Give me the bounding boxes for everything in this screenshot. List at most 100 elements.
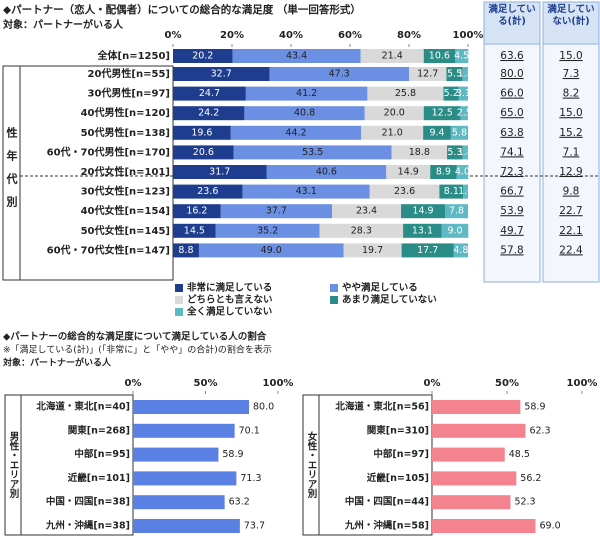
bar-segment (173, 86, 246, 101)
value-label: 32.7 (211, 69, 232, 80)
bar-segment (173, 106, 245, 121)
value-label: 21.4 (382, 51, 403, 62)
summary-value: 7.3 (563, 68, 580, 80)
value-label: 23.6 (394, 186, 415, 197)
value-label: 23.6 (197, 186, 218, 197)
category-frame (302, 394, 433, 536)
category-label: 40代女性[n=154] (81, 204, 170, 217)
bar-segment (401, 204, 445, 219)
summary-value: 65.0 (500, 107, 523, 119)
summary-header-label: 満足している(計) (488, 4, 536, 27)
bar (133, 495, 225, 510)
bar-segment (443, 86, 459, 101)
value-label: 1.8 (458, 147, 473, 158)
summary-header (483, 1, 541, 45)
value-label: 4.5 (454, 51, 469, 62)
value-label: 17.7 (417, 245, 438, 256)
category-label: 全体[n=1250] (97, 49, 170, 62)
bar-segment (220, 204, 333, 219)
category-label: 北海道・東北[n=56] (335, 401, 429, 413)
x-tick-label: 100% (453, 30, 484, 41)
value-label: 3.1 (456, 88, 471, 99)
value-label: 7.8 (449, 206, 464, 217)
group-label: 性年代別 (5, 126, 19, 219)
section-title: ◆パートナーの総合的な満足度について満足している人の割合 (3, 331, 267, 343)
value-label: 24.2 (198, 108, 219, 119)
value-label: 1.6 (458, 186, 473, 197)
section-subtitle: 対象：パートナーがいる人 (2, 357, 112, 369)
value-label: 52.3 (514, 497, 535, 508)
value-label: 20.2 (192, 51, 213, 62)
value-label: 35.2 (257, 225, 278, 236)
summary-value: 8.2 (563, 88, 580, 100)
value-label: 9.0 (447, 225, 462, 236)
legend-label: やや満足している (342, 282, 418, 294)
bar-segment (439, 184, 464, 199)
value-label: 8.8 (178, 245, 193, 256)
value-label: 43.4 (286, 51, 307, 62)
category-label: 近畿[n=101] (68, 472, 130, 484)
category-label: 60代・70代女性[n=147] (47, 243, 170, 256)
bar-segment (343, 243, 402, 258)
category-label: 20代女性[n=101] (81, 165, 170, 178)
value-label: 12.5 (432, 108, 453, 119)
summary-value: 49.7 (500, 225, 523, 237)
summary-value: 22.7 (559, 205, 582, 217)
value-label: 5.2 (444, 88, 459, 99)
legend-swatch (330, 284, 338, 292)
value-label: 8.9 (436, 167, 451, 178)
bar (432, 400, 521, 414)
summary-value: 22.4 (559, 244, 583, 256)
value-label: 71.3 (240, 473, 261, 484)
bar-segment (198, 243, 344, 258)
x-tick-label: 60% (338, 30, 362, 41)
summary-value: 66.7 (500, 186, 523, 198)
bar-segment (401, 243, 454, 258)
value-label: 24.7 (199, 88, 220, 99)
summary-header-label: 満足していない(計) (547, 4, 595, 27)
legend-swatch (175, 296, 183, 304)
value-label: 19.7 (362, 245, 383, 256)
bar-segment (423, 125, 451, 140)
bar-segment (266, 165, 387, 179)
value-label: 23.4 (356, 206, 377, 217)
category-label: 中部[n=97] (373, 448, 429, 460)
value-label: 16.2 (186, 206, 207, 217)
value-label: 18.8 (409, 147, 430, 158)
bar-segment (173, 67, 270, 81)
legend-swatch (175, 284, 183, 292)
bar-segment (244, 106, 365, 121)
bar-segment (462, 145, 468, 160)
category-label: 北海道・東北[n=40] (36, 401, 130, 413)
category-label: 九州・沖縄[n=58] (344, 520, 429, 532)
bar-segment (332, 204, 402, 219)
value-label: 70.1 (239, 425, 260, 436)
bar (133, 423, 235, 438)
summary-value: 9.8 (563, 186, 580, 198)
category-label: 近畿[n=105] (367, 472, 429, 484)
x-tick-label: 100% (567, 378, 598, 389)
category-label: 30代女性[n=123] (81, 185, 170, 198)
bar (133, 400, 249, 414)
bar-segment (242, 184, 370, 199)
bar (432, 423, 526, 438)
bar-segment (386, 165, 431, 179)
value-label: 14.9 (412, 206, 433, 217)
legend-swatch (330, 296, 338, 304)
value-label: 20.6 (193, 147, 214, 158)
category-label: 30代男性[n=97] (88, 87, 170, 100)
bar-segment (173, 204, 221, 219)
category-label: 20代男性[n=55] (88, 67, 170, 80)
value-label: 63.2 (229, 497, 250, 508)
bar-segment (173, 49, 233, 63)
summary-column (542, 1, 600, 283)
summary-value: 22.1 (559, 225, 582, 237)
bar (432, 519, 536, 533)
value-label: 43.1 (296, 186, 317, 197)
bar (133, 471, 237, 486)
legend-swatch (175, 308, 183, 316)
value-label: 1.8 (458, 69, 473, 80)
value-label: 40.8 (294, 108, 315, 119)
value-label: 31.7 (209, 167, 230, 178)
chart-subtitle: 対象：パートナーがいる人 (2, 18, 124, 31)
